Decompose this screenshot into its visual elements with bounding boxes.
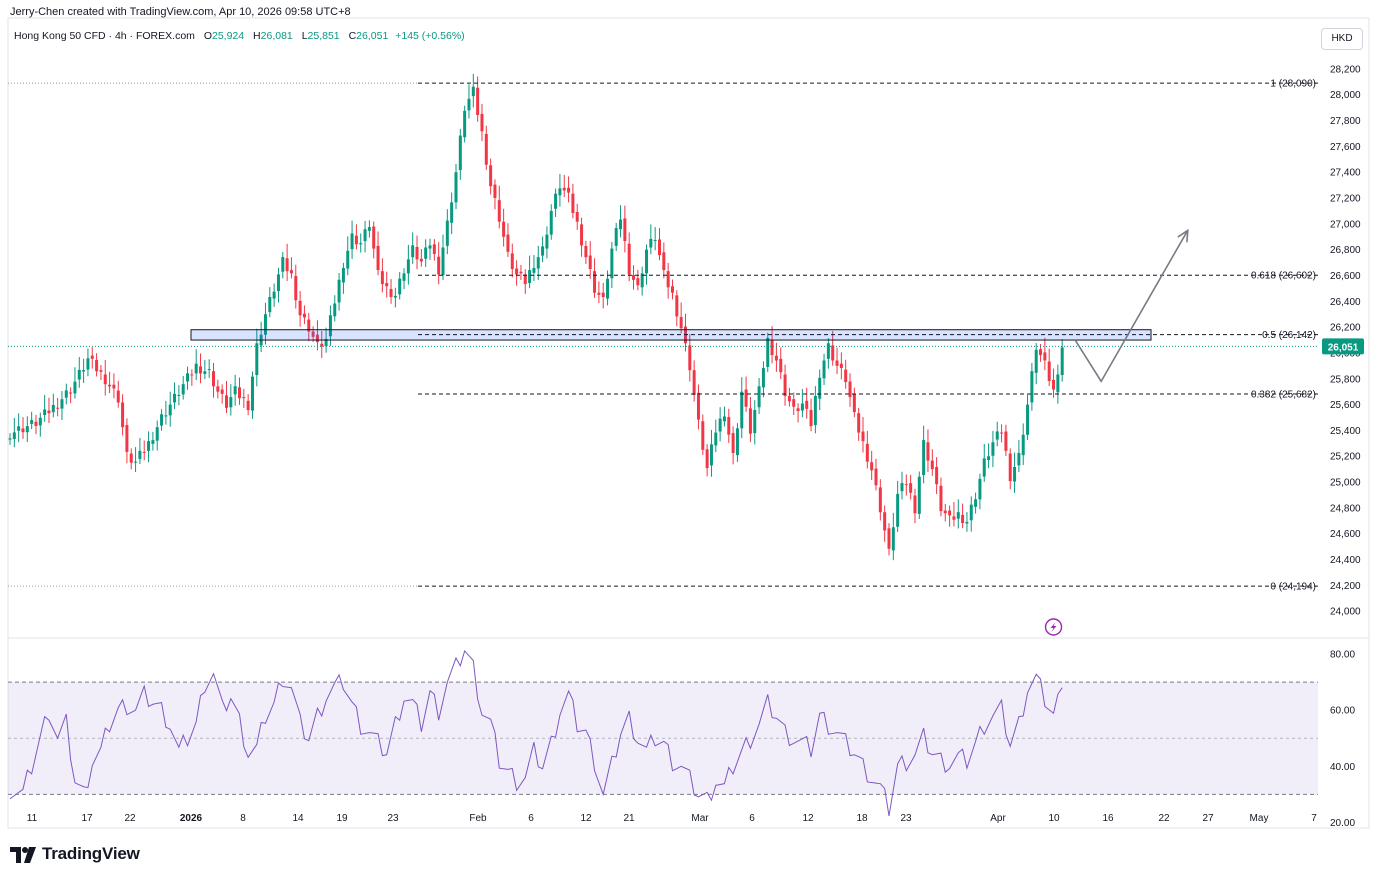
open-label: O xyxy=(203,30,212,42)
currency-button[interactable]: HKD xyxy=(1321,28,1363,50)
change-value: +145 (+0.56%) xyxy=(395,30,465,42)
high-label: H xyxy=(253,30,261,42)
tradingview-logo-icon xyxy=(10,846,36,863)
brand-name: TradingView xyxy=(42,844,140,863)
tradingview-logo[interactable]: TradingView xyxy=(10,844,140,864)
symbol-name[interactable]: Hong Kong 50 CFD · 4h · FOREX.com xyxy=(14,30,195,42)
chart-attribution: Jerry-Chen created with TradingView.com,… xyxy=(10,6,351,18)
close-value: 26,051 xyxy=(356,30,389,42)
symbol-legend: Hong Kong 50 CFD · 4h · FOREX.com O25,92… xyxy=(14,30,465,42)
high-value: 26,081 xyxy=(260,30,293,42)
open-value: 25,924 xyxy=(212,30,245,42)
low-value: 25,851 xyxy=(307,30,340,42)
